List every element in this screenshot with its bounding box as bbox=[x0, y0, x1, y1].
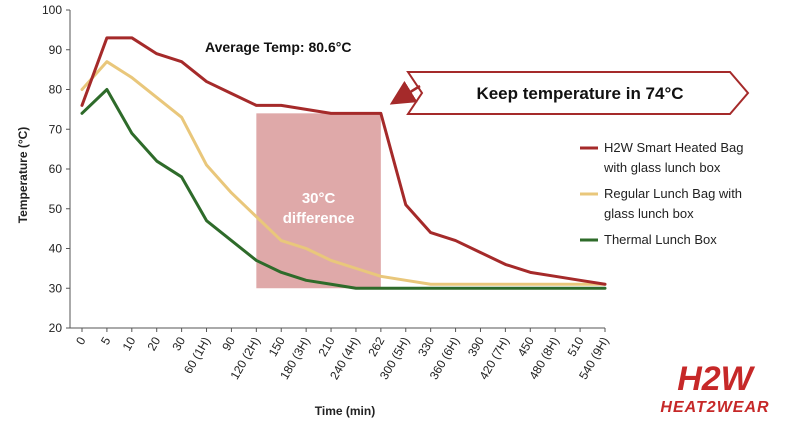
callout-arrow bbox=[389, 80, 421, 105]
x-tick-label: 20 bbox=[145, 334, 164, 353]
x-tick-label: 0 bbox=[73, 334, 89, 347]
y-axis-title: Temperature (°C) bbox=[16, 127, 30, 224]
x-axis-title: Time (min) bbox=[315, 404, 375, 418]
series-line-0 bbox=[80, 36, 607, 286]
legend-label: Regular Lunch Bag with bbox=[604, 186, 742, 201]
y-tick-label: 50 bbox=[49, 202, 63, 216]
x-tick-label: 150 bbox=[266, 334, 288, 359]
heat2wear-logo: H2W HEAT2WEAR bbox=[660, 360, 769, 416]
logo-mark: H2W bbox=[677, 360, 755, 398]
y-tick-label: 40 bbox=[49, 242, 63, 256]
x-tick-label: 262 bbox=[365, 334, 387, 359]
y-tick-label: 30 bbox=[49, 281, 63, 295]
x-tick-label: 10 bbox=[120, 334, 139, 353]
difference-highlight bbox=[256, 113, 381, 289]
callout-box: Keep temperature in 74°C bbox=[389, 71, 750, 115]
x-tick-label: 330 bbox=[415, 334, 437, 359]
difference-label-line-1: 30°C bbox=[302, 190, 336, 207]
x-tick-label: 210 bbox=[316, 334, 338, 359]
y-tick-label: 70 bbox=[49, 122, 63, 136]
legend-label: Thermal Lunch Box bbox=[604, 232, 717, 247]
legend-label: with glass lunch box bbox=[603, 160, 721, 175]
y-tick-label: 60 bbox=[49, 162, 63, 176]
x-tick-label: 5 bbox=[98, 334, 114, 347]
legend-label: H2W Smart Heated Bag bbox=[604, 140, 743, 155]
x-tick-label: 30 bbox=[169, 334, 188, 353]
y-tick-label: 90 bbox=[49, 43, 63, 57]
x-tick-label: 390 bbox=[465, 334, 487, 359]
logo-word: HEAT2WEAR bbox=[660, 399, 769, 416]
y-tick-label: 20 bbox=[49, 321, 63, 335]
average-temp-annotation: Average Temp: 80.6°C bbox=[205, 39, 351, 55]
x-tick-label: 510 bbox=[565, 334, 587, 359]
series-line-1 bbox=[80, 60, 607, 286]
difference-label-line-2: difference bbox=[283, 210, 355, 227]
x-tick-label: 90 bbox=[219, 334, 238, 353]
callout-text: Keep temperature in 74°C bbox=[476, 84, 683, 103]
series-line-2 bbox=[80, 88, 607, 290]
y-tick-label: 100 bbox=[42, 3, 62, 17]
y-tick-label: 80 bbox=[49, 83, 63, 97]
x-tick-label: 450 bbox=[515, 334, 537, 359]
legend-label: glass lunch box bbox=[604, 206, 694, 221]
